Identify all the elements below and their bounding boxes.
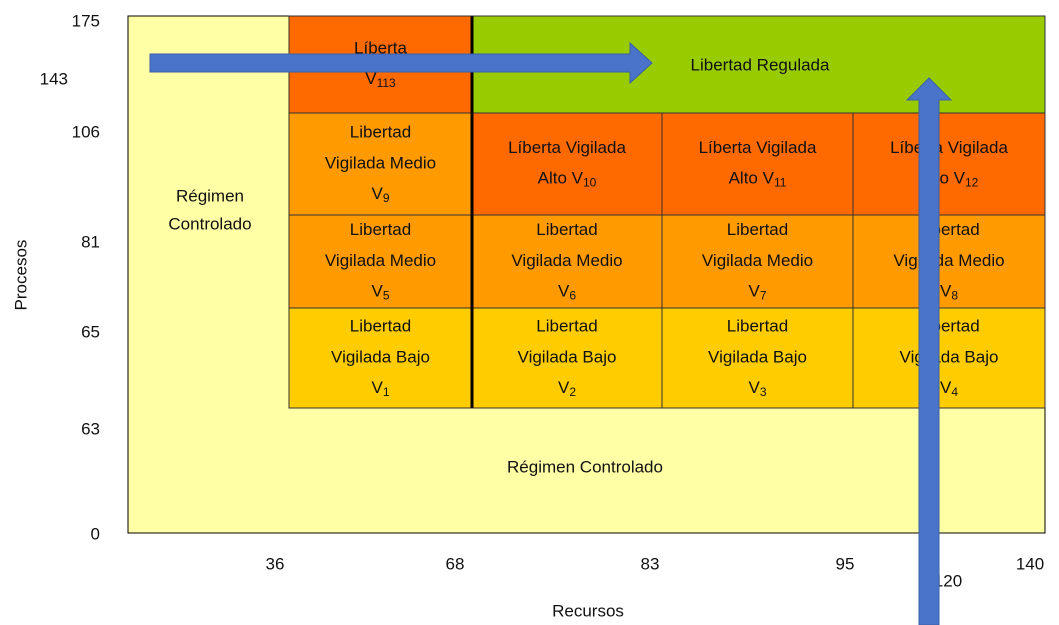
cell-code-sub: 113 [377,76,396,90]
cell-code-sub: 11 [774,176,787,190]
y-tick-label: 81 [81,232,100,251]
cell-code: V2 [558,378,576,399]
cell [288,112,473,216]
cell-text: Líberta Vigilada [890,138,1008,157]
region-label: Régimen Controlado [507,457,663,476]
x-tick-label: 68 [446,554,465,573]
cell-text: Vigilada Bajo [331,347,430,366]
y-tick-label: 63 [81,419,100,438]
cell-code: V9 [371,184,389,205]
cell-code-sub: 5 [383,289,390,303]
cell-code-main: Alto V [729,169,775,188]
cell-code-main: V [371,378,383,397]
cell [661,112,854,216]
x-tick-label: 140 [1016,554,1044,573]
cell-code-main: V [940,378,952,397]
cell [288,307,473,409]
cell [471,307,663,409]
cell-code-sub: 3 [760,385,767,399]
cell-code: Alto V11 [729,169,787,190]
cell [852,214,1046,309]
cell-code-sub: 8 [951,289,958,303]
y-tick-label: 143 [40,69,68,88]
cell-text: Vigilada Bajo [708,347,807,366]
cell [852,307,1046,409]
cell-code: V5 [371,282,389,303]
cell-text: Libertad [536,220,597,239]
arrow [905,77,953,625]
y-axis-label: Procesos [11,240,30,311]
x-tick-label: 36 [266,554,285,573]
cell-text: Vigilada Medio [325,153,436,172]
cell-code: Alto V10 [538,169,597,190]
cell-code: V8 [940,282,958,303]
x-tick-label: 83 [641,554,660,573]
cell-code-sub: 7 [760,289,767,303]
cell-code-main: V [748,378,760,397]
cell-code: V113 [365,69,396,90]
cell-text: Libertad [727,316,788,335]
cell-code: V7 [748,282,766,303]
cell-text: Vigilada Bajo [900,347,999,366]
y-tick-label: 65 [81,322,100,341]
cell-text: Vigilada Bajo [518,347,617,366]
x-axis-label: Recursos [552,601,624,620]
regulated-label: Libertad Regulada [691,55,830,74]
cell-text: Líberta Vigilada [699,138,817,157]
cell-code-sub: 10 [583,176,597,190]
cell-code-sub: 12 [965,176,979,190]
cell-code-main: V [940,282,952,301]
cell-code-main: V [371,282,383,301]
cell-text: Líberta Vigilada [508,138,626,157]
x-tick-label: 95 [836,554,855,573]
region-label: Controlado [168,214,251,233]
cell [471,112,663,216]
cell-text: Líberta [354,38,407,57]
cell-text: Vigilada Medio [511,251,622,270]
cell-code-sub: 9 [383,191,390,205]
cell [852,112,1046,216]
x-tick-label: 120 [934,571,962,590]
cell-code-main: V [365,69,377,88]
cell-code: V6 [558,282,576,303]
cell-text: Libertad [350,122,411,141]
cell-code-main: V [748,282,760,301]
y-tick-label: 0 [91,524,100,543]
cell-code-main: Alto V [538,169,584,188]
cell-code-main: V [558,282,570,301]
cell-text: Vigilada Medio [702,251,813,270]
cell-code-sub: 4 [951,385,958,399]
cell-code-main: V [371,184,383,203]
cell-code-main: V [558,378,570,397]
cell-code-sub: 1 [383,385,390,399]
cell-text: Libertad [350,220,411,239]
y-tick-label: 106 [72,122,100,141]
cell-text: Libertad [350,316,411,335]
cell-text: Vigilada Medio [893,251,1004,270]
y-tick-label: 175 [72,11,100,30]
cell-text: Libertad [536,316,597,335]
cell [661,307,854,409]
cell-code-sub: 6 [569,289,576,303]
cell-code: V4 [940,378,958,399]
cell-code: V1 [371,378,389,399]
cell-text: Libertad [727,220,788,239]
cell-code: V3 [748,378,766,399]
regulated-region [471,15,1046,114]
cell-text: Vigilada Medio [325,251,436,270]
region-label: Régimen [176,186,244,205]
arrow [149,41,653,85]
cell-code-sub: 2 [569,385,576,399]
